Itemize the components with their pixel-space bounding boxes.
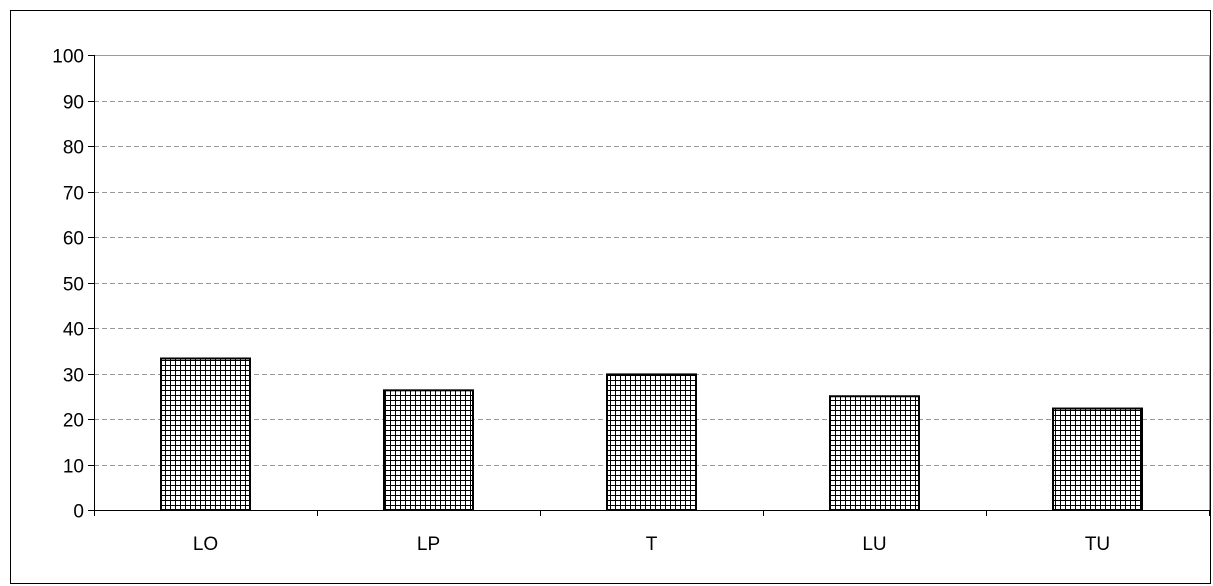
y-tick-label-60: 60	[63, 229, 84, 250]
y-tick-label-0: 0	[73, 502, 84, 523]
y-tick-label-10: 10	[63, 457, 84, 478]
x-tick-label-LP: LP	[417, 534, 440, 555]
y-tick-label-40: 40	[63, 320, 84, 341]
y-tick-label-50: 50	[63, 275, 84, 296]
gridlines	[94, 55, 1210, 510]
bar-LO	[160, 357, 251, 511]
y-tick-label-100: 100	[52, 47, 84, 68]
bar-LP	[383, 389, 474, 511]
axes	[88, 55, 1210, 516]
bar-T	[606, 373, 697, 511]
x-tick-label-LO: LO	[193, 534, 218, 555]
x-tick-label-LU: LU	[862, 534, 886, 555]
y-tick-label-30: 30	[63, 366, 84, 387]
y-tick-label-80: 80	[63, 138, 84, 159]
bar-LU	[829, 395, 920, 511]
y-tick-label-70: 70	[63, 184, 84, 205]
x-tick-label-T: T	[646, 534, 658, 555]
bar-TU	[1052, 407, 1143, 511]
tick-labels: 0 10 20 30 40 50 60 70 80 90 100 LO LP T LU TU	[52, 47, 1110, 556]
bars	[160, 357, 1143, 511]
x-tick-label-TU: TU	[1085, 534, 1110, 555]
y-tick-label-90: 90	[63, 93, 84, 114]
y-tick-label-20: 20	[63, 411, 84, 432]
